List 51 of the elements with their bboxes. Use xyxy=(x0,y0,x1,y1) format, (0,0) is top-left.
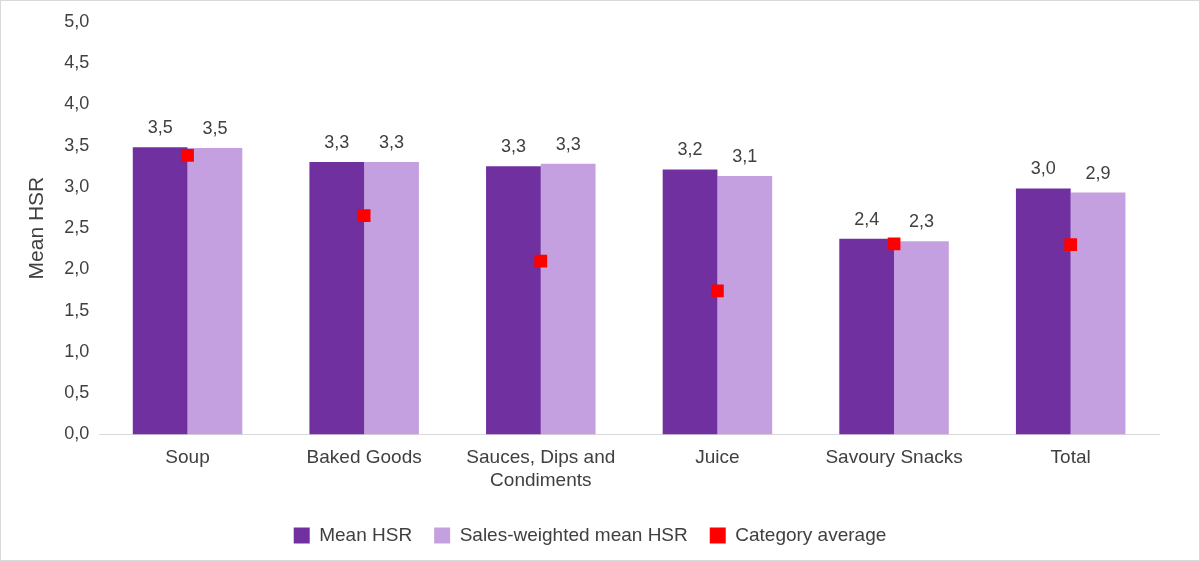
bar xyxy=(132,147,188,435)
y-tick-label: 2,0 xyxy=(64,258,90,279)
bar xyxy=(894,241,949,435)
y-tick-label: 1,5 xyxy=(64,299,90,320)
x-tick-label: Sauces, Dips and Condiments xyxy=(466,446,616,490)
data-label: 3,5 xyxy=(147,117,173,138)
data-label: 3,2 xyxy=(677,139,703,160)
y-tick-label: 0,0 xyxy=(64,423,90,444)
point xyxy=(1064,238,1078,251)
bar xyxy=(662,169,718,435)
x-tick-label: Soup xyxy=(165,446,210,468)
y-tick-label: 4,0 xyxy=(64,93,90,114)
bar xyxy=(1070,192,1126,435)
data-label: 3,1 xyxy=(732,146,758,167)
y-tick-label: 2,5 xyxy=(64,217,90,238)
y-axis-title: Mean HSR xyxy=(24,176,48,280)
bar xyxy=(1015,188,1071,435)
x-tick-label: Savoury Snacks xyxy=(825,446,963,468)
data-label: 3,5 xyxy=(202,118,228,139)
data-label: 2,4 xyxy=(854,208,880,229)
data-label: 3,3 xyxy=(324,132,350,153)
data-label: 3,3 xyxy=(379,132,405,153)
y-tick-label: 1,0 xyxy=(64,340,90,361)
bar xyxy=(187,148,243,435)
bar xyxy=(717,176,773,435)
point xyxy=(357,209,371,223)
x-tick-label: Juice xyxy=(695,446,740,468)
bar xyxy=(309,162,365,435)
legend-label: Mean HSR xyxy=(319,523,413,545)
legend-label: Sales-weighted mean HSR xyxy=(459,523,688,545)
bar xyxy=(486,166,541,435)
bar xyxy=(839,238,895,435)
y-tick-label: 4,5 xyxy=(64,52,90,73)
x-tick-label: Total xyxy=(1050,446,1091,468)
y-tick-label: 3,0 xyxy=(64,175,90,196)
data-label: 3,0 xyxy=(1030,158,1056,179)
data-label: 3,3 xyxy=(500,136,526,157)
bar xyxy=(364,162,419,435)
y-tick-label: 5,0 xyxy=(64,10,90,31)
bar xyxy=(540,163,596,435)
data-label: 3,3 xyxy=(555,133,581,154)
data-label: 2,9 xyxy=(1085,162,1111,183)
y-tick-label: 0,5 xyxy=(64,382,90,403)
x-tick-label: Baked Goods xyxy=(306,446,422,468)
y-tick-label: 3,5 xyxy=(64,134,90,155)
point xyxy=(887,237,901,251)
legend-label: Category average xyxy=(735,523,887,545)
point xyxy=(711,284,724,298)
data-label: 2,3 xyxy=(908,211,934,232)
point xyxy=(534,254,548,268)
point xyxy=(181,149,194,162)
